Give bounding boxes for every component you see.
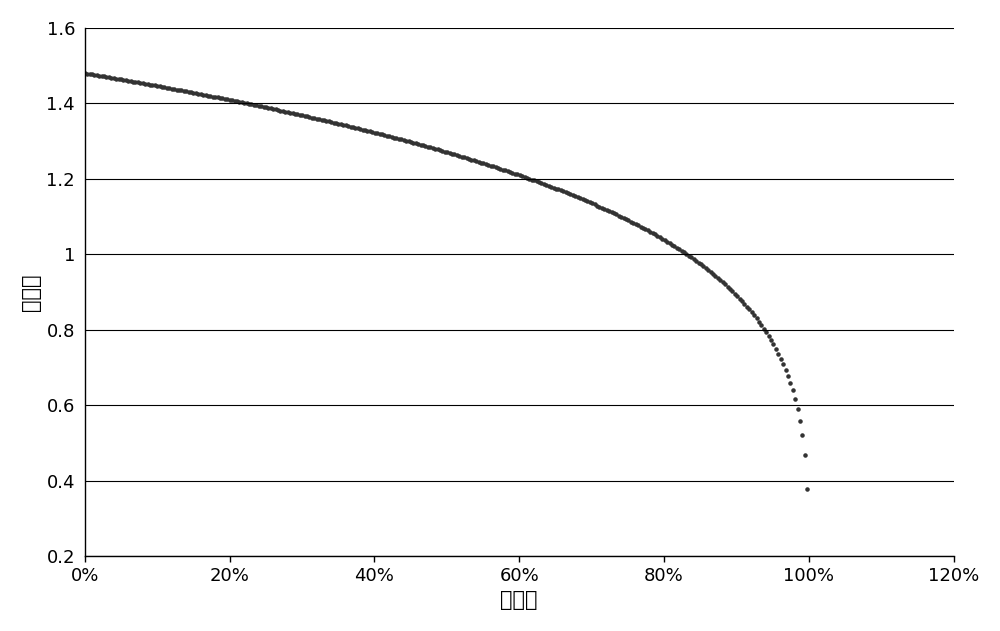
X-axis label: 百分比: 百分比: [500, 590, 538, 610]
Y-axis label: 电阵率: 电阵率: [21, 273, 41, 310]
